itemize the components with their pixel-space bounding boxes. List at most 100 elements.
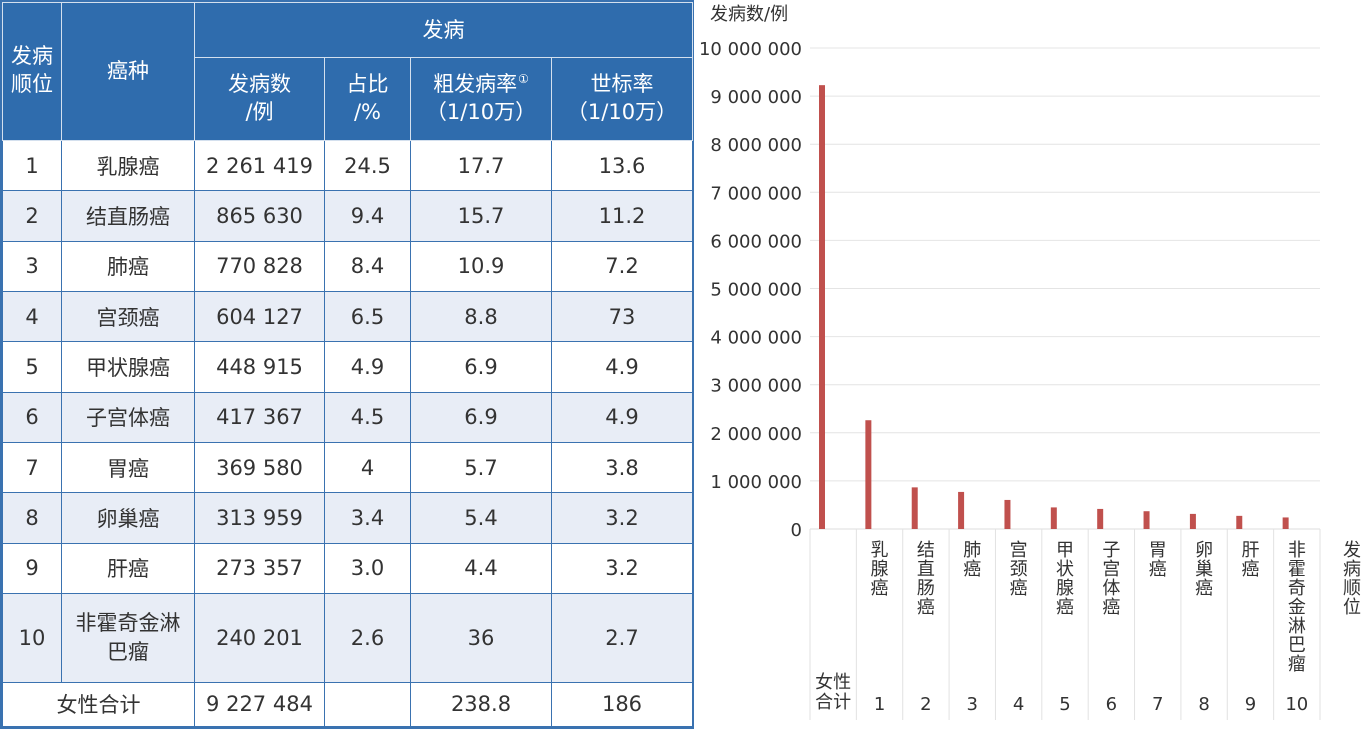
table-row: 2 结直肠癌 865 630 9.4 15.7 11.2: [2, 190, 693, 242]
category-label: 胃癌: [1149, 540, 1167, 580]
cell-asr: 4.9: [551, 341, 693, 393]
cell-cancer: 乳腺癌: [61, 139, 195, 192]
category-label: 肺癌: [963, 540, 981, 580]
table-body: 1 乳腺癌 2 261 419 24.5 17.7 13.6 2 结直肠癌 865 630 9.4…: [2, 139, 693, 728]
table-row: 9 肝癌 273 357 3.0 4.4 3.2: [2, 542, 693, 594]
cell-cancer: 结直肠癌: [61, 190, 195, 242]
cell-asr: 13.6: [551, 139, 693, 192]
category-rank-label: 7: [1152, 694, 1163, 715]
header-crude-rate: 粗发病率① （1/10万）: [410, 57, 552, 141]
category-label: 甲状腺癌: [1056, 540, 1074, 618]
cell-crude-rate: 6.9: [410, 391, 552, 443]
cell-cancer: 卵巢癌: [61, 492, 195, 544]
cell-cases: 417 367: [194, 391, 325, 443]
y-tick-label: 5 000 000: [710, 280, 802, 301]
category-label: 卵巢癌: [1195, 540, 1213, 599]
cell-cancer: 子宫体癌: [61, 391, 195, 443]
cell-asr: 11.2: [551, 190, 693, 242]
bar: [1189, 513, 1196, 529]
table-row: 7 胃癌 369 580 4 5.7 3.8: [2, 441, 693, 494]
cell-share: 4.5: [324, 391, 411, 443]
header-incidence-group: 发病: [194, 2, 693, 58]
cell-asr: 4.9: [551, 391, 693, 443]
category-label: 宫颈癌: [1010, 540, 1028, 599]
cell-crude-rate: 5.4: [410, 492, 552, 544]
cell-rank: 1: [2, 139, 62, 192]
y-tick-label: 2 000 000: [710, 424, 802, 445]
x-axis-title: 发病顺位: [1343, 540, 1361, 618]
bar: [1236, 515, 1243, 529]
category-label: 子宫体癌: [1102, 540, 1120, 618]
category-rank-label: 3: [967, 694, 978, 715]
chart-canvas: 发病数/例 0 1 000 000 2 000 000 3 000 000 4 000 0…: [699, 4, 1361, 720]
cell-asr: 2.7: [551, 592, 693, 683]
cell-asr: 3.2: [551, 492, 693, 544]
cell-asr: 3.8: [551, 441, 693, 494]
cell-cancer: 肝癌: [61, 542, 195, 594]
bar: [819, 85, 825, 529]
cell-total-asr: 186: [551, 681, 693, 728]
cell-rank: 6: [2, 391, 62, 443]
cell-rank: 4: [2, 290, 62, 343]
category-rank-label: 8: [1198, 694, 1209, 715]
bar: [1097, 508, 1104, 529]
cell-cases: 604 127: [194, 290, 325, 343]
y-tick-label: 1 000 000: [710, 472, 802, 493]
cell-asr: 73: [551, 290, 693, 343]
cell-share: 4.9: [324, 341, 411, 393]
bar: [1282, 517, 1289, 529]
incidence-table-panel: 发病 顺位 癌种 发病 发病数/例 占比/% 粗发病率① （1/10万） 世标率 （1…: [0, 0, 694, 729]
cell-share: 3.4: [324, 492, 411, 544]
cell-total-share: [324, 681, 411, 728]
table-row: 1 乳腺癌 2 261 419 24.5 17.7 13.6: [2, 139, 693, 192]
cell-cases: 448 915: [194, 341, 325, 393]
table-row: 10 非霍奇金淋 巴瘤 240 201 2.6 36 2.7: [2, 592, 693, 683]
cell-rank: 10: [2, 592, 62, 683]
cell-cancer: 非霍奇金淋 巴瘤: [61, 592, 195, 683]
cell-rank: 3: [2, 240, 62, 292]
cell-total-label: 女性合计: [2, 681, 195, 728]
table-row: 6 子宫体癌 417 367 4.5 6.9 4.9: [2, 391, 693, 443]
category-label: 女性合计: [815, 672, 851, 713]
cell-cases: 240 201: [194, 592, 325, 683]
cell-cases: 273 357: [194, 542, 325, 594]
cell-cases: 369 580: [194, 441, 325, 494]
bar: [1143, 511, 1150, 529]
cell-cancer: 甲状腺癌: [61, 341, 195, 393]
cell-share: 24.5: [324, 139, 411, 192]
cell-share: 8.4: [324, 240, 411, 292]
cell-total-cases: 9 227 484: [194, 681, 325, 728]
cell-rank: 8: [2, 492, 62, 544]
category-label: 结直肠癌: [917, 540, 935, 618]
bar: [1050, 507, 1057, 529]
category-label: 肝癌: [1241, 540, 1259, 580]
y-axis-title: 发病数/例: [710, 4, 788, 25]
cell-rank: 7: [2, 441, 62, 494]
y-tick-label: 8 000 000: [710, 135, 802, 156]
cell-crude-rate: 8.8: [410, 290, 552, 343]
header-cases: 发病数/例: [194, 57, 325, 141]
cell-asr: 3.2: [551, 542, 693, 594]
header-share: 占比/%: [324, 57, 411, 141]
cell-asr: 7.2: [551, 240, 693, 292]
table-row: 8 卵巢癌 313 959 3.4 5.4 3.2: [2, 492, 693, 544]
bar: [865, 420, 872, 529]
category-rank-label: 4: [1013, 694, 1024, 715]
header-cancer: 癌种: [61, 2, 195, 141]
y-tick-label: 10 000 000: [699, 39, 802, 60]
cell-crude-rate: 17.7: [410, 139, 552, 192]
footnote-marker: ①: [518, 71, 529, 86]
cell-total-crude-rate: 238.8: [410, 681, 552, 728]
incidence-table: 发病 顺位 癌种 发病 发病数/例 占比/% 粗发病率① （1/10万） 世标率 （1…: [2, 2, 693, 728]
category-rank-label: 6: [1106, 694, 1117, 715]
cell-crude-rate: 36: [410, 592, 552, 683]
category-rank-label: 1: [874, 694, 885, 715]
bar: [1004, 499, 1011, 529]
category-rank-label: 2: [920, 694, 931, 715]
y-tick-label: 0: [791, 520, 802, 541]
y-tick-label: 9 000 000: [710, 87, 802, 108]
category-rank-label: 10: [1285, 694, 1308, 715]
table-row: 5 甲状腺癌 448 915 4.9 6.9 4.9: [2, 341, 693, 393]
y-tick-label: 3 000 000: [710, 376, 802, 397]
table-row: 4 宫颈癌 604 127 6.5 8.8 73: [2, 290, 693, 343]
